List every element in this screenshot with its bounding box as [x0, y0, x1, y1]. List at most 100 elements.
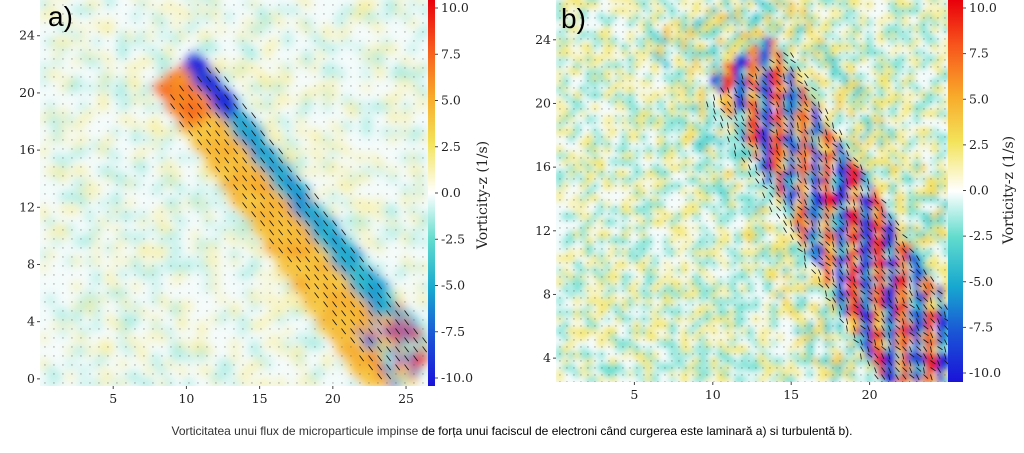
vorticity-cell: [645, 357, 653, 365]
velocity-dot: [359, 175, 361, 177]
vorticity-cell: [675, 25, 683, 33]
velocity-dot: [341, 58, 343, 60]
vorticity-cell: [710, 303, 718, 311]
vorticity-cell: [615, 248, 623, 256]
vorticity-cell: [746, 67, 754, 75]
vorticity-cell: [66, 321, 74, 330]
vorticity-cell: [603, 140, 611, 148]
vorticity-cell: [323, 250, 331, 259]
vorticity-cell: [211, 160, 219, 169]
velocity-dot: [224, 22, 226, 24]
vorticity-cell: [316, 225, 325, 233]
vorticity-cell: [224, 90, 233, 98]
vorticity-cell: [740, 152, 748, 160]
vorticity-cell: [561, 357, 569, 365]
vorticity-cell: [669, 218, 677, 226]
vorticity-cell: [794, 321, 802, 329]
velocity-dot: [179, 355, 181, 357]
vorticity-cell: [561, 115, 569, 123]
vorticity-cell: [217, 225, 226, 233]
velocity-dot: [89, 49, 91, 51]
velocity-dot: [305, 301, 307, 303]
velocity-dot: [134, 58, 136, 60]
vorticity-cell: [59, 160, 68, 169]
velocity-dot: [377, 94, 379, 96]
velocity-dot: [98, 274, 100, 276]
vorticity-cell: [362, 373, 371, 381]
velocity-arrow: [206, 85, 212, 92]
vorticity-cell: [710, 152, 718, 160]
velocity-dot: [188, 364, 190, 366]
velocity-dot: [404, 283, 406, 285]
vorticity-cell: [693, 248, 701, 256]
vorticity-cell: [657, 121, 665, 129]
vorticity-cell: [178, 186, 186, 194]
velocity-dot: [233, 373, 235, 375]
vorticity-cell: [277, 302, 285, 310]
velocity-dot: [350, 148, 352, 150]
velocity-dot: [260, 256, 262, 258]
vorticity-cell: [408, 212, 417, 220]
velocity-arrow: [350, 256, 356, 263]
vorticity-cell: [119, 83, 127, 92]
vorticity-cell: [770, 363, 778, 371]
vorticity-cell: [573, 206, 581, 214]
vorticity-cell: [722, 49, 730, 57]
vorticity-cell: [651, 254, 659, 263]
vorticity-cell: [633, 103, 641, 111]
vorticity-cell: [402, 128, 410, 137]
velocity-dot: [377, 103, 379, 105]
velocity-dot: [152, 319, 154, 321]
vorticity-cell: [758, 345, 766, 353]
vorticity-cell: [734, 37, 742, 45]
vorticity-cell: [191, 77, 200, 85]
vorticity-cell: [710, 13, 718, 21]
vorticity-cell: [740, 85, 748, 93]
vorticity-cell: [603, 49, 611, 57]
vorticity-cell: [270, 270, 279, 278]
velocity-arrow: [368, 355, 374, 362]
velocity-dot: [251, 67, 253, 69]
vorticity-cell: [237, 70, 246, 79]
vorticity-cell: [609, 363, 617, 371]
vorticity-cell: [402, 263, 410, 272]
velocity-dot: [125, 112, 127, 114]
vorticity-cell: [699, 194, 706, 202]
vorticity-cell: [579, 273, 587, 281]
vorticity-cell: [585, 194, 593, 202]
vorticity-cell: [376, 160, 384, 169]
vorticity-cell: [573, 164, 581, 172]
velocity-dot: [188, 13, 190, 15]
velocity-dot: [413, 4, 415, 6]
velocity-dot: [260, 229, 262, 231]
velocity-dot: [341, 130, 343, 132]
vorticity-cell: [329, 122, 338, 130]
vorticity-cell: [573, 0, 581, 9]
vorticity-cell: [290, 244, 298, 252]
vorticity-cell: [788, 182, 796, 190]
vorticity-cell: [561, 321, 569, 329]
vorticity-cell: [693, 146, 701, 154]
vorticity-cell: [746, 61, 754, 69]
velocity-dot: [350, 103, 352, 105]
vorticity-cell: [603, 73, 611, 81]
vorticity-cell: [716, 37, 724, 45]
velocity-dot: [368, 13, 370, 15]
vorticity-cell: [746, 248, 754, 256]
velocity-dot: [161, 22, 163, 24]
velocity-dot: [404, 166, 406, 168]
vorticity-cell: [132, 0, 140, 1]
vorticity-cell: [603, 218, 611, 226]
velocity-arrow: [305, 202, 311, 209]
vorticity-cell: [119, 238, 127, 246]
velocity-arrow: [404, 364, 410, 371]
velocity-dot: [404, 31, 406, 33]
vorticity-cell: [752, 121, 760, 129]
vorticity-cell: [782, 273, 790, 281]
vorticity-cell: [362, 334, 371, 342]
vorticity-cell: [290, 295, 298, 304]
vorticity-cell: [316, 328, 325, 336]
velocity-dot: [341, 157, 343, 159]
y-tick-label: 20: [19, 85, 35, 100]
velocity-arrow: [377, 337, 383, 344]
